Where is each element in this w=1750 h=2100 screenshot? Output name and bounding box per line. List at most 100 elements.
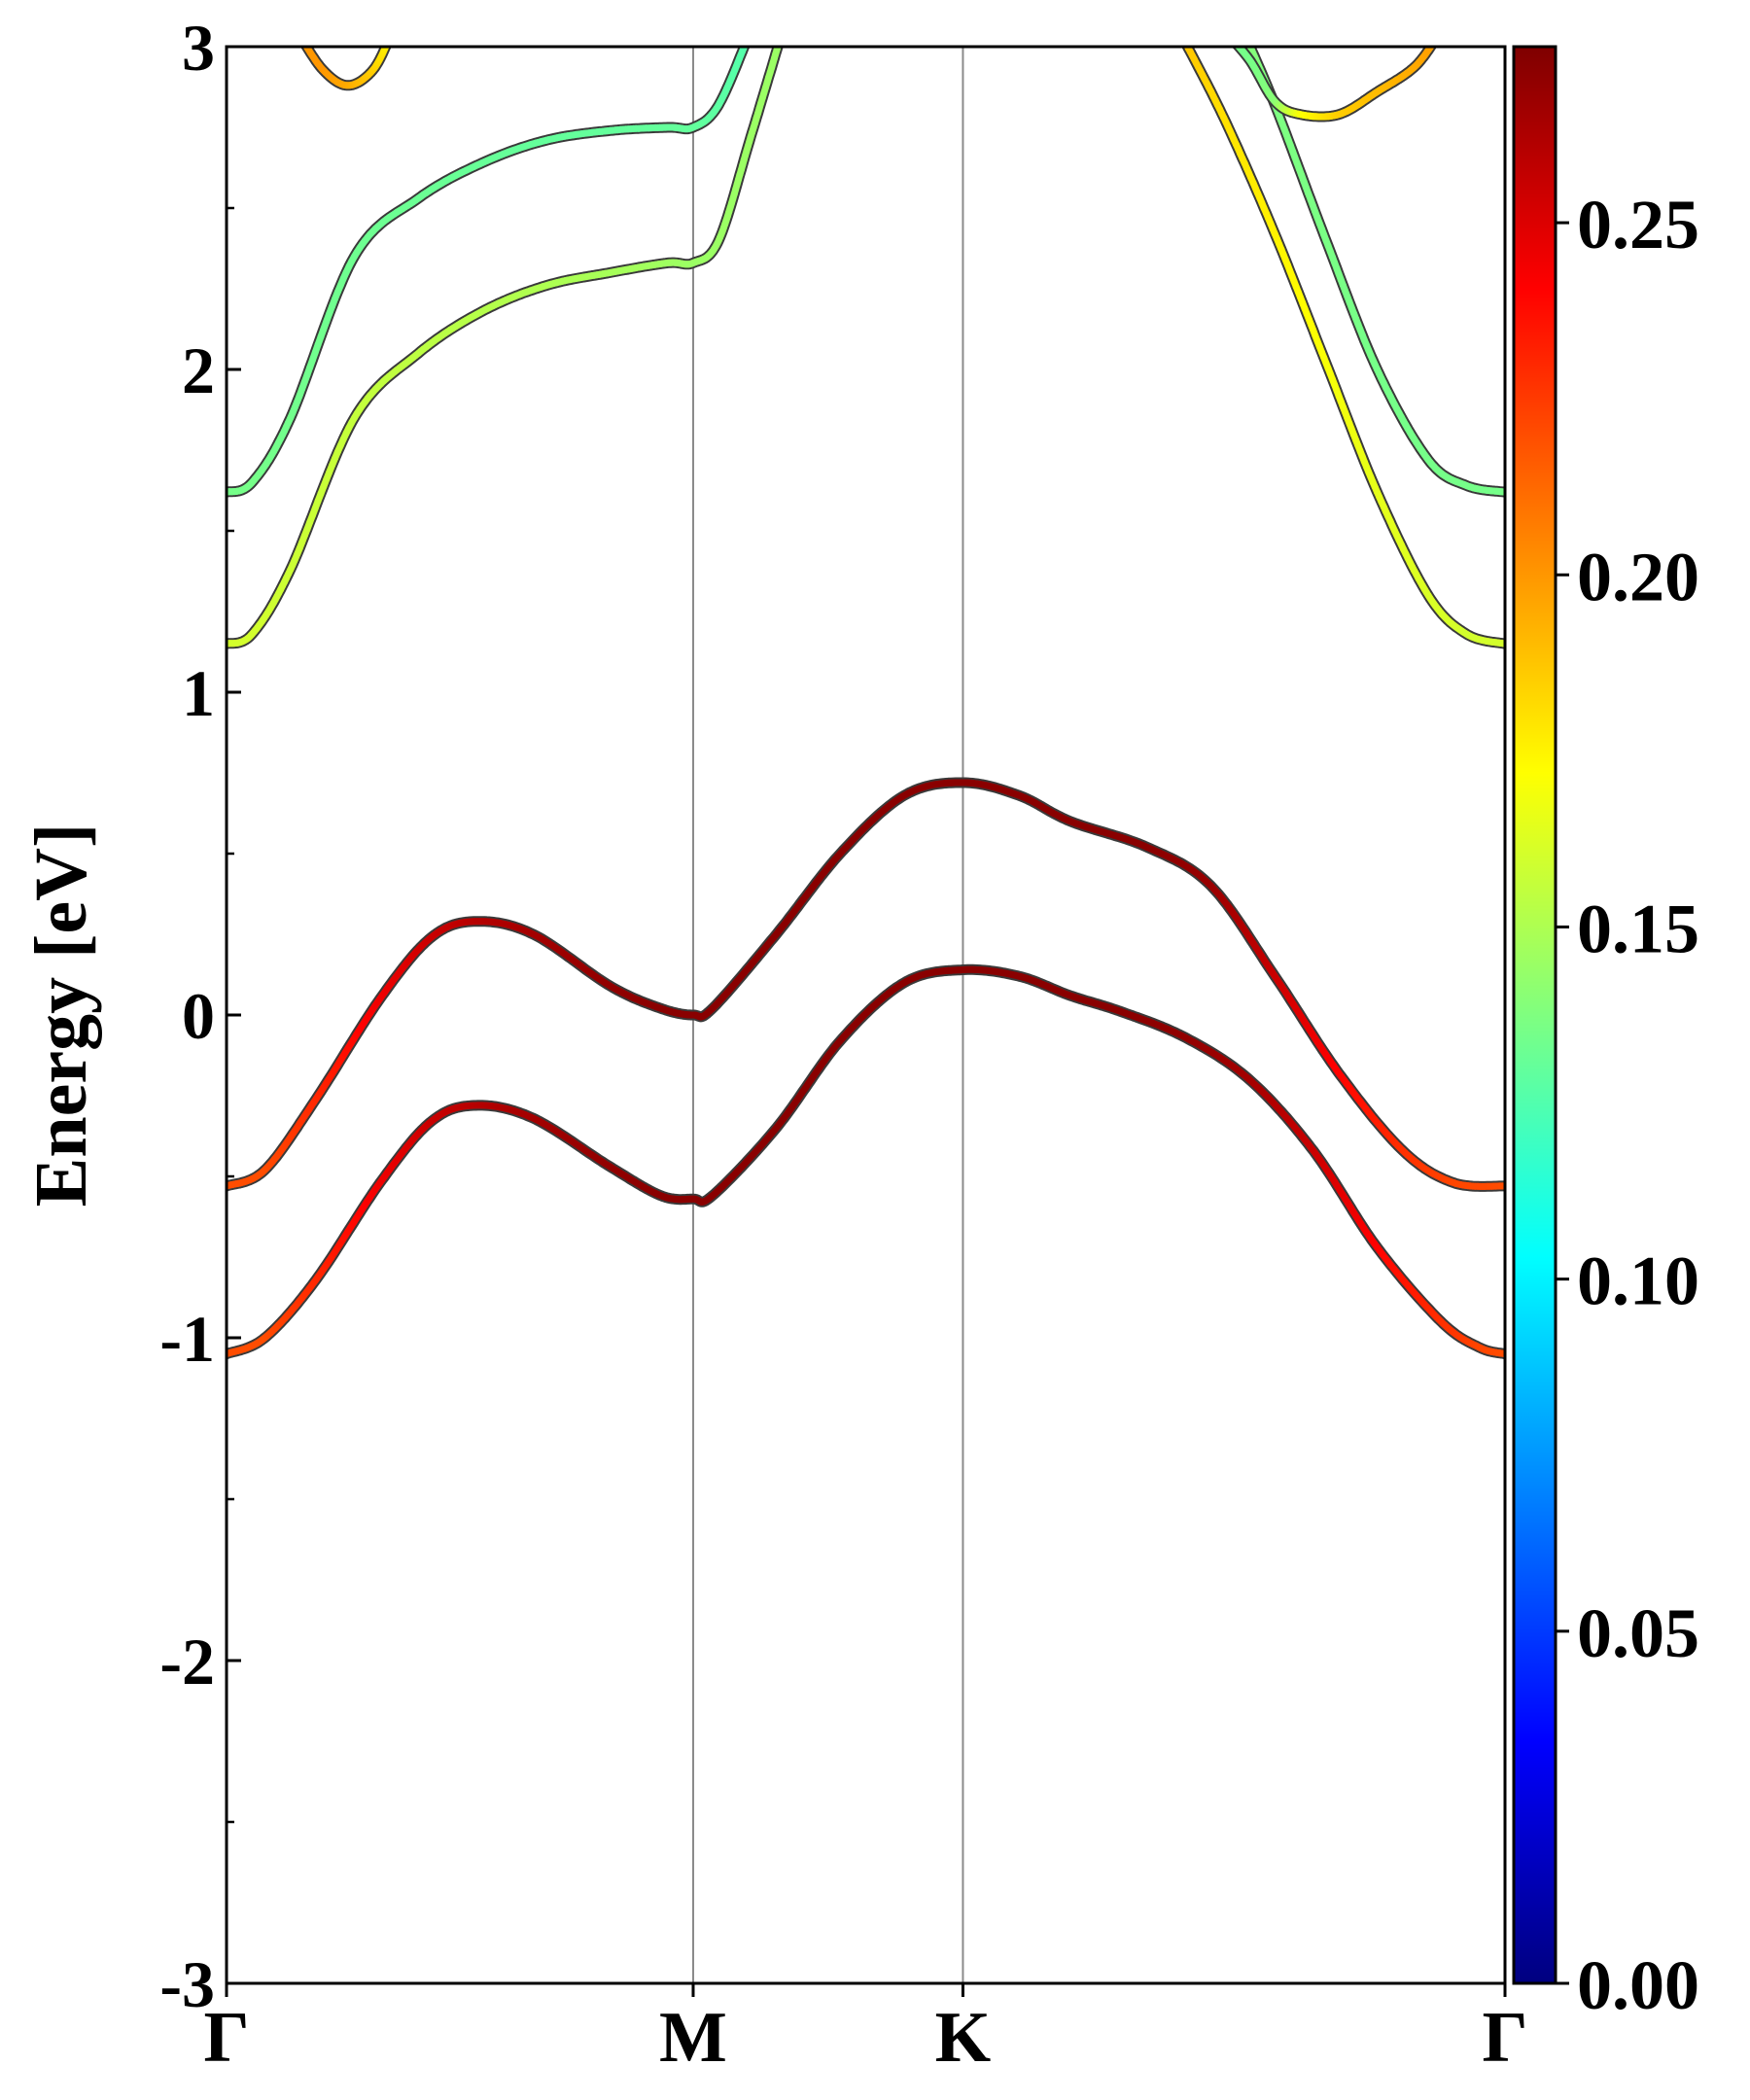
colorbar-tick-label: 0.10 — [1577, 1242, 1699, 1320]
band-segment — [302, 40, 303, 42]
band-segment — [1434, 40, 1435, 42]
band-segment — [1181, 35, 1182, 38]
band-line — [227, 777, 1505, 1192]
y-tick-label: 1 — [182, 656, 215, 730]
band-segment — [299, 35, 300, 37]
y-tick-label: 3 — [182, 11, 215, 85]
band-segment — [1227, 34, 1228, 35]
colorbar-tick-label: 0.00 — [1577, 1946, 1699, 2024]
band-segment — [298, 32, 299, 33]
band-segment — [1441, 30, 1442, 31]
y-axis-label: Energy [eV] — [20, 823, 102, 1208]
band-segment — [388, 40, 389, 42]
band-segment — [748, 37, 749, 40]
band-segment — [392, 31, 393, 32]
band-segment — [1246, 38, 1247, 40]
band-segment — [750, 32, 751, 34]
band-segment — [390, 35, 391, 37]
band-segment — [1180, 32, 1181, 34]
x-tick-label: Γ — [1482, 1998, 1527, 2078]
band-segment — [1232, 39, 1233, 40]
band-segment — [1244, 34, 1245, 36]
band-segment — [749, 34, 750, 36]
band-segment — [1234, 47, 1241, 49]
band-segment — [746, 39, 747, 42]
band-line — [1179, 30, 1505, 649]
band-segment — [742, 47, 749, 49]
band-segment — [300, 37, 301, 39]
y-axis-ticks: -3 -2 -1 0 1 2 3 — [159, 11, 241, 2021]
band-segment — [298, 34, 299, 35]
band-segment — [1436, 37, 1437, 39]
band-segment — [393, 30, 394, 31]
band-segment — [1225, 32, 1226, 33]
band-segment — [750, 30, 751, 32]
band-segment — [1229, 37, 1230, 38]
colorbar-ticks: 0.00 0.05 0.10 0.15 0.20 0.25 — [1556, 186, 1699, 2024]
band-line — [227, 30, 784, 649]
band-segment — [1439, 32, 1440, 33]
band-segment — [1231, 38, 1232, 39]
colorbar-tick-label: 0.25 — [1577, 186, 1699, 263]
band-segment — [1435, 39, 1436, 41]
band-segment — [781, 33, 782, 36]
band-segment — [779, 39, 780, 43]
band-segment — [390, 37, 391, 39]
y-tick-label: -2 — [159, 1625, 215, 1698]
band-line — [227, 963, 1505, 1360]
band-segment — [392, 32, 393, 33]
band-segment — [391, 34, 392, 35]
colorbar-tick-label: 0.15 — [1577, 890, 1699, 967]
band-outline — [227, 777, 1505, 1192]
band-segment — [1246, 47, 1252, 49]
band-segment — [1183, 47, 1191, 50]
colorbar — [1512, 45, 1558, 1985]
band-segment — [781, 36, 782, 39]
band-segment — [1226, 33, 1227, 34]
band-segment — [1428, 47, 1435, 49]
y-tick-label: 2 — [182, 333, 215, 407]
y-tick-label: -3 — [159, 1947, 215, 2021]
band-segment — [297, 30, 298, 31]
band-segment — [1224, 30, 1225, 31]
band-line — [297, 30, 394, 91]
band-segment — [387, 42, 388, 44]
band-segment — [1182, 37, 1183, 40]
band-segment — [1228, 34, 1229, 35]
band-segment — [1233, 40, 1234, 41]
band-line — [1224, 30, 1442, 122]
band-segment — [1247, 40, 1248, 42]
band-segment — [1243, 32, 1244, 34]
x-tick-label: K — [935, 1998, 992, 2078]
band-segment — [782, 30, 783, 33]
band-lines — [227, 30, 1505, 1360]
band-segment — [1437, 36, 1438, 37]
band-segment — [1242, 30, 1243, 32]
x-tick-label: M — [659, 1998, 727, 2078]
x-tick-label: Γ — [203, 1998, 249, 2078]
high-symmetry-lines — [691, 47, 964, 1983]
band-segment — [1234, 47, 1239, 48]
colorbar-tick-label: 0.20 — [1577, 538, 1699, 615]
band-segment — [383, 47, 390, 49]
band-segment — [1184, 40, 1186, 43]
y-tick-label: -1 — [159, 1302, 215, 1376]
band-segment — [389, 38, 390, 40]
band-segment — [302, 47, 309, 49]
band-segment — [303, 42, 304, 44]
band-segment — [1228, 36, 1229, 37]
band-segment — [1433, 42, 1434, 44]
band-segment — [1440, 31, 1441, 32]
band-segment — [1224, 31, 1225, 32]
band-segment — [1234, 41, 1235, 42]
band-segment — [1245, 36, 1246, 38]
band-segment — [1439, 33, 1440, 34]
band-segment — [1438, 35, 1439, 36]
band-segment — [301, 38, 302, 40]
band-segment — [1179, 30, 1180, 32]
band-line — [227, 30, 751, 498]
y-tick-label: 0 — [182, 979, 215, 1053]
colorbar-tick-label: 0.05 — [1577, 1594, 1699, 1672]
